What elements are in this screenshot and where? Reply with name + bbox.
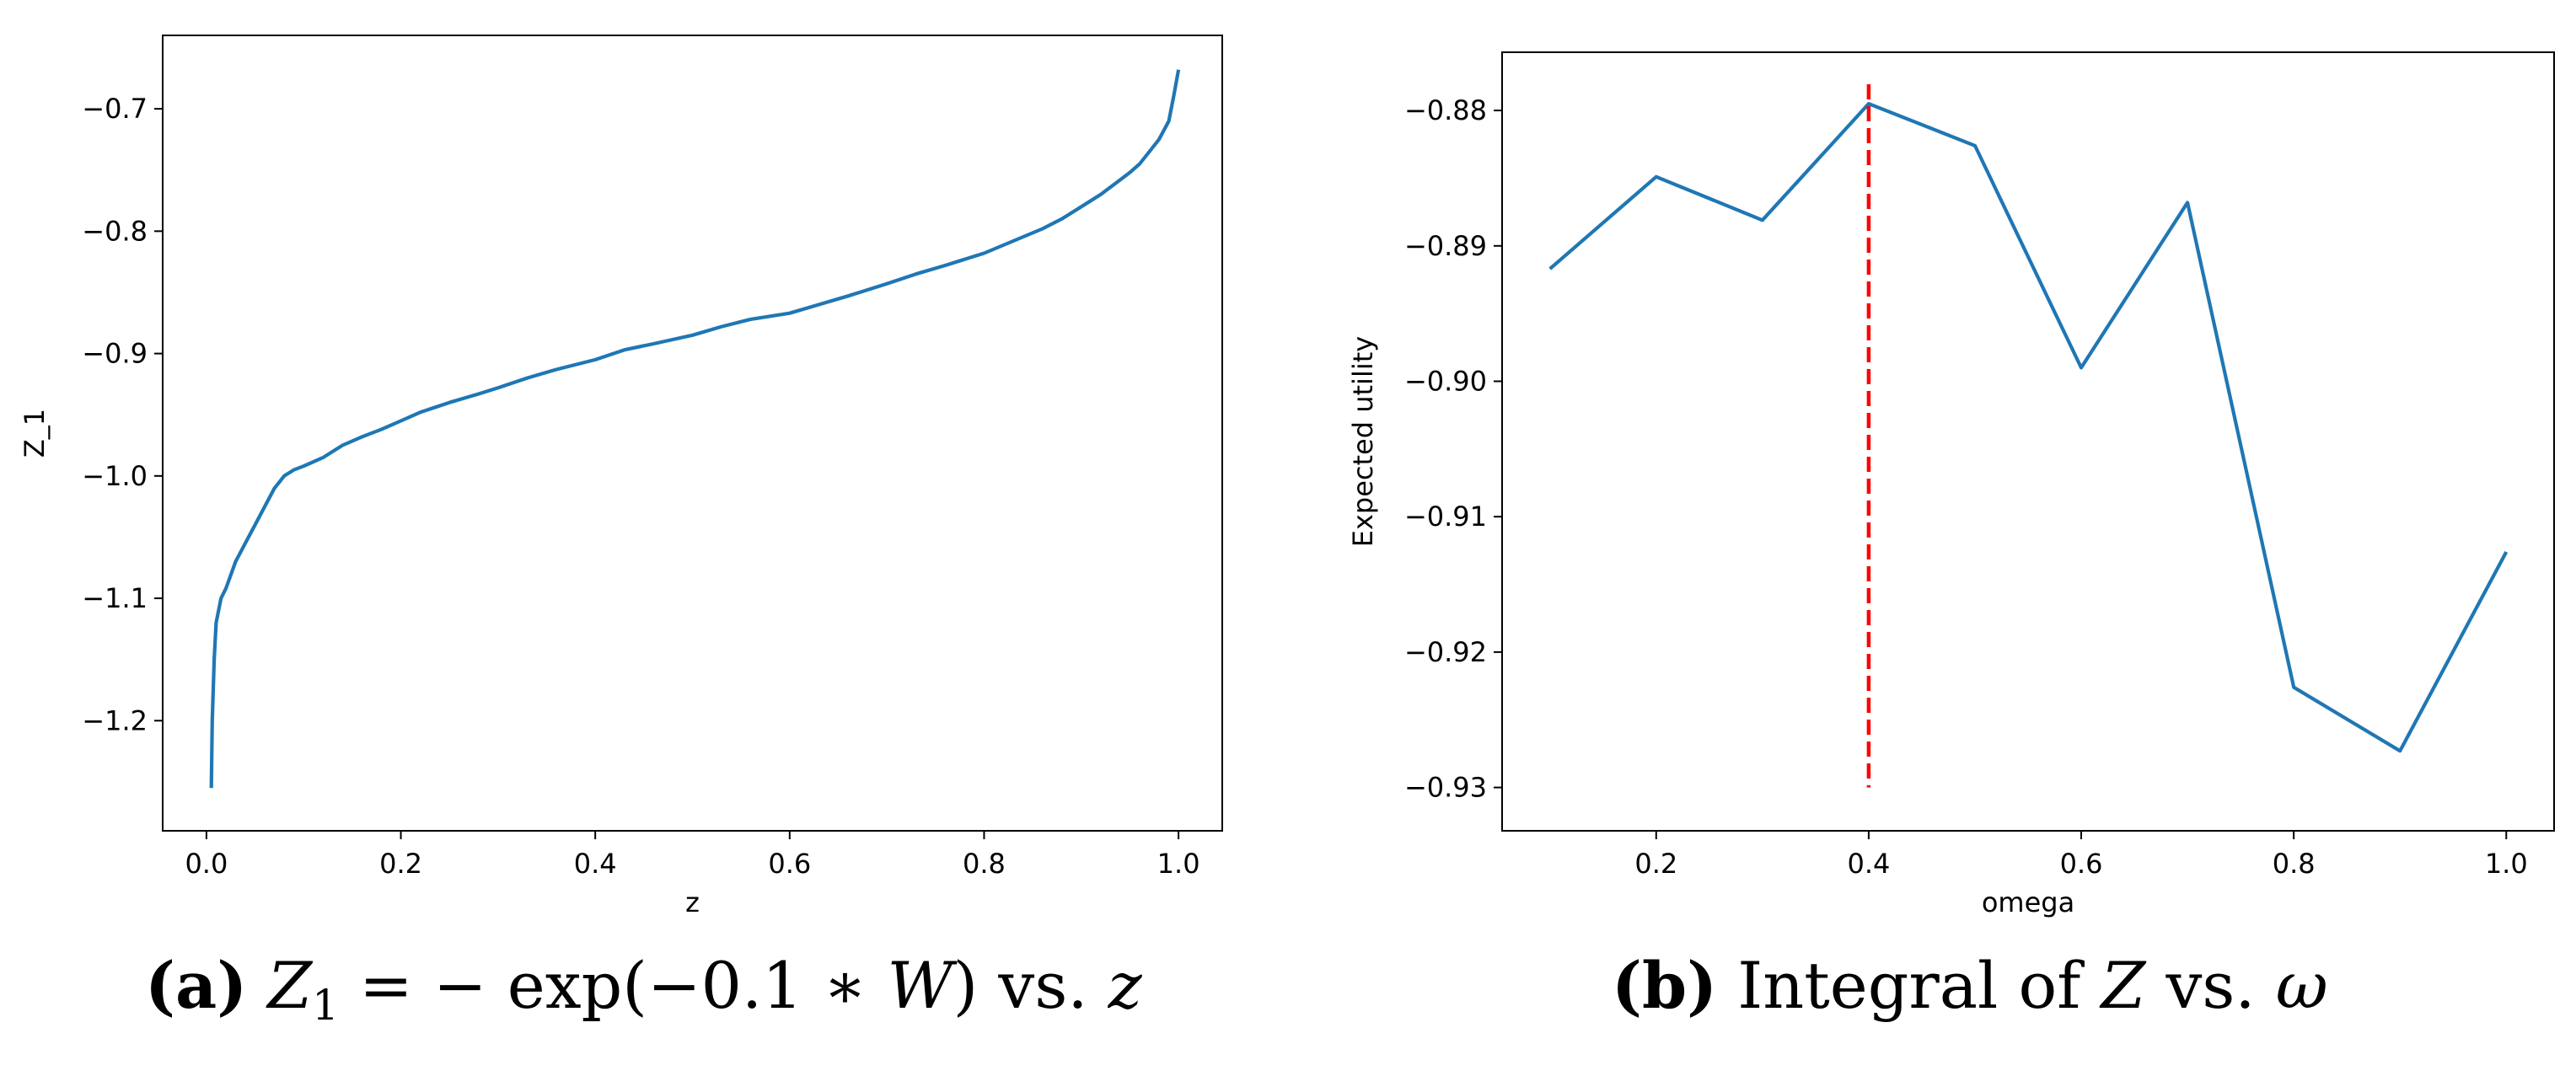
caption-a-var: W <box>887 948 953 1023</box>
caption-a-close: ) vs. <box>953 948 1108 1023</box>
chart-a-xtick-label-3: 0.6 <box>768 848 811 880</box>
chart-b-xtick-label-3: 0.8 <box>2273 848 2316 880</box>
chart-a-ytick-label-2: −1.0 <box>82 460 148 492</box>
chart-a-ytick-label-3: −0.9 <box>82 338 148 370</box>
chart-a: 0.0 0.2 0.4 0.6 0.8 1.0 −1.2 −1.1 −1.0 −0.9 −0.8 −0… <box>19 35 1223 918</box>
chart-b-xlabel: omega <box>1982 886 2074 918</box>
chart-b-ytick-label-5: −0.88 <box>1404 94 1487 126</box>
chart-b-series-line-0 <box>1548 101 2509 753</box>
chart-a-ytick-label-4: −0.8 <box>82 215 148 247</box>
chart-a-xlabel: z <box>685 886 700 918</box>
chart-b-ytick-label-1: −0.92 <box>1404 636 1487 668</box>
chart-a-ytick-label-5: −0.7 <box>82 93 148 125</box>
chart-b-ylabel: Expected utility <box>1347 336 1379 547</box>
chart-b-frame <box>1501 51 2555 832</box>
caption-b-Z: Z <box>2101 948 2146 1023</box>
chart-a-ytick-label-0: −1.2 <box>82 704 148 736</box>
caption-b-vs: vs. <box>2145 948 2276 1023</box>
chart-a-xtick-label-2: 0.4 <box>574 848 617 880</box>
caption-b-omega: ω <box>2275 948 2328 1023</box>
chart-a-xtick-label-1: 0.2 <box>379 848 422 880</box>
caption-a-z: z <box>1108 948 1142 1023</box>
caption-b-text: Integral of <box>1717 948 2101 1023</box>
chart-b: 0.2 0.4 0.6 0.8 1.0 −0.93 −0.92 −0.91 −0.90 −0.89… <box>1347 51 2555 918</box>
chart-b-ytick-label-0: −0.93 <box>1404 772 1487 804</box>
chart-a-series-line-0 <box>209 69 1181 789</box>
caption-a-sub: 1 <box>312 981 339 1030</box>
chart-a-ytick-label-1: −1.1 <box>82 582 148 614</box>
chart-a-xtick-label-4: 0.8 <box>963 848 1006 880</box>
chart-b-ytick-label-4: −0.89 <box>1404 230 1487 262</box>
chart-b-ytick-label-3: −0.90 <box>1404 365 1487 397</box>
chart-b-ytick-label-2: −0.91 <box>1404 501 1487 533</box>
chart-a-frame <box>162 35 1223 832</box>
caption-b: (b) Integral of Z vs. ω <box>1612 948 2328 1023</box>
chart-b-xtick-label-1: 0.4 <box>1847 848 1890 880</box>
caption-a-eq: = − exp(−0.1 ∗ <box>338 948 888 1023</box>
chart-b-xtick-label-2: 0.6 <box>2060 848 2103 880</box>
caption-a: (a) Z1 = − exp(−0.1 ∗ W) vs. z <box>145 948 1142 1030</box>
chart-a-xtick-label-5: 1.0 <box>1157 848 1200 880</box>
chart-b-xtick-label-0: 0.2 <box>1634 848 1677 880</box>
caption-b-label: (b) <box>1612 948 1718 1023</box>
caption-a-lhs: Z <box>267 948 313 1023</box>
caption-a-label: (a) <box>145 948 248 1023</box>
chart-b-xtick-label-4: 1.0 <box>2485 848 2528 880</box>
chart-a-xtick-label-0: 0.0 <box>185 848 228 880</box>
chart-a-ylabel: Z_1 <box>19 409 51 458</box>
